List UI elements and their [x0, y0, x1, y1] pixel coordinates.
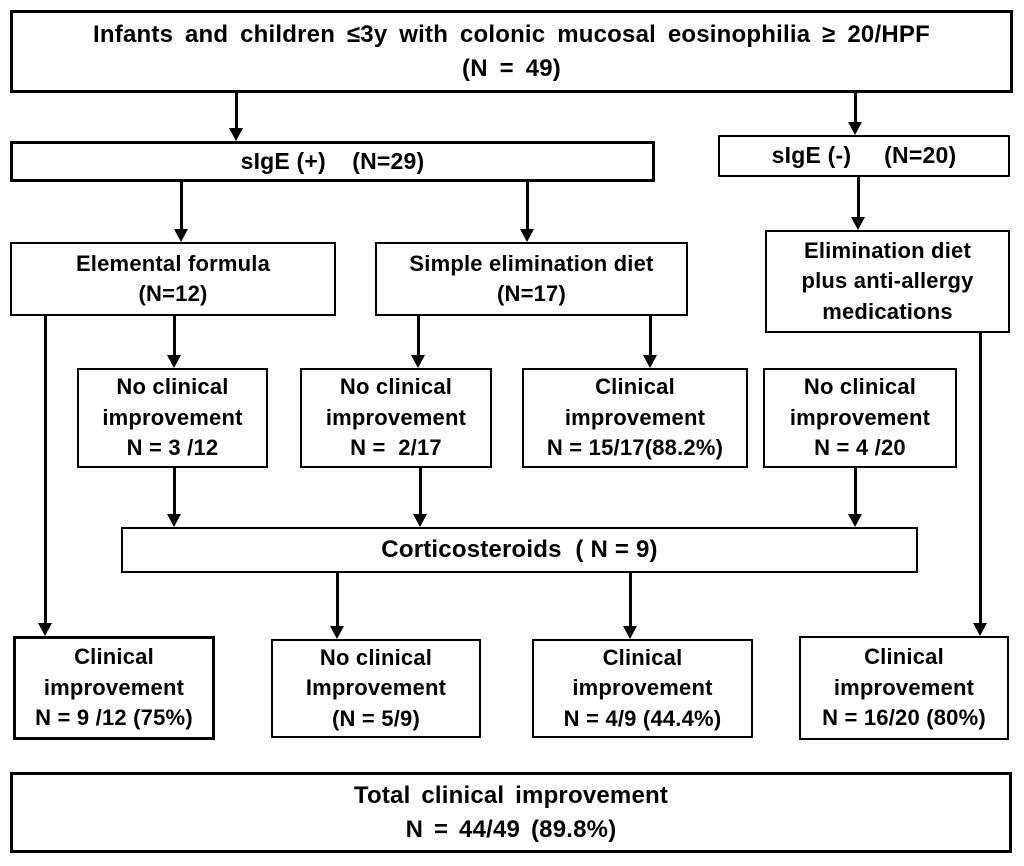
- arrow-elemental-to-no-improvement-3-12: [166, 316, 182, 368]
- node-simple-elimination-diet: Simple elimination diet (N=17): [375, 242, 688, 316]
- arrow-elimination-diet-to-improvement-16-20: [972, 333, 988, 636]
- node-elemental-formula: Elemental formula (N=12): [10, 242, 336, 316]
- node-improvement-15-17: Clinical improvement N = 15/17(88.2%): [522, 368, 748, 468]
- node-improvement-9-12: Clinical improvement N = 9 /12 (75%): [13, 636, 215, 740]
- arrow-sige-positive-to-elemental: [173, 181, 189, 242]
- arrow-no-improvement-4-20-to-corticosteroids: [847, 468, 863, 527]
- node-improvement-4-9: Clinical improvement N = 4/9 (44.4%): [532, 639, 753, 738]
- node-sige-positive: sIgE (+) (N=29): [10, 141, 655, 182]
- arrowhead-icon: [520, 229, 534, 242]
- arrowhead-icon: [167, 355, 181, 368]
- arrow-no-improvement-3-12-to-corticosteroids: [166, 468, 182, 527]
- node-no-improvement-2-17: No clinical improvement N = 2/17: [300, 368, 492, 468]
- node-total-improvement: Total clinical improvement N = 44/49 (89…: [10, 772, 1012, 853]
- arrow-corticosteroids-to-no-improvement-5-9: [329, 573, 345, 639]
- arrowhead-icon: [174, 229, 188, 242]
- arrowhead-icon: [851, 217, 865, 230]
- arrowhead-icon: [330, 626, 344, 639]
- arrowhead-icon: [413, 514, 427, 527]
- node-no-improvement-4-20: No clinical improvement N = 4 /20: [763, 368, 957, 468]
- arrow-corticosteroids-to-improvement-4-9: [622, 573, 638, 639]
- arrowhead-icon: [973, 623, 987, 636]
- arrow-title-to-sige-negative: [847, 93, 863, 135]
- node-elimination-diet-meds: Elimination diet plus anti-allergy medic…: [765, 230, 1010, 333]
- arrowhead-icon: [848, 514, 862, 527]
- arrowhead-icon: [623, 626, 637, 639]
- arrow-simple-to-improvement-15-17: [642, 316, 658, 368]
- arrowhead-icon: [643, 355, 657, 368]
- node-title: Infants and children ≤3y with colonic mu…: [10, 10, 1013, 93]
- node-improvement-16-20: Clinical improvement N = 16/20 (80%): [799, 636, 1009, 740]
- arrowhead-icon: [167, 514, 181, 527]
- arrow-elemental-to-improvement-9-12: [37, 316, 53, 636]
- arrow-sige-positive-to-simple: [519, 181, 535, 242]
- node-no-improvement-5-9: No clinical Improvement (N = 5/9): [271, 639, 481, 738]
- node-corticosteroids: Corticosteroids ( N = 9): [121, 527, 918, 573]
- node-no-improvement-3-12: No clinical improvement N = 3 /12: [77, 368, 268, 468]
- node-sige-negative: sIgE (-) (N=20): [718, 135, 1010, 177]
- arrowhead-icon: [38, 623, 52, 636]
- arrowhead-icon: [229, 128, 243, 141]
- arrow-simple-to-no-improvement-2-17: [410, 316, 426, 368]
- arrowhead-icon: [848, 122, 862, 135]
- arrowhead-icon: [411, 355, 425, 368]
- arrow-title-to-sige-positive: [228, 93, 244, 141]
- arrow-no-improvement-2-17-to-corticosteroids: [412, 468, 428, 527]
- arrow-sige-negative-to-elimination-diet: [850, 177, 866, 230]
